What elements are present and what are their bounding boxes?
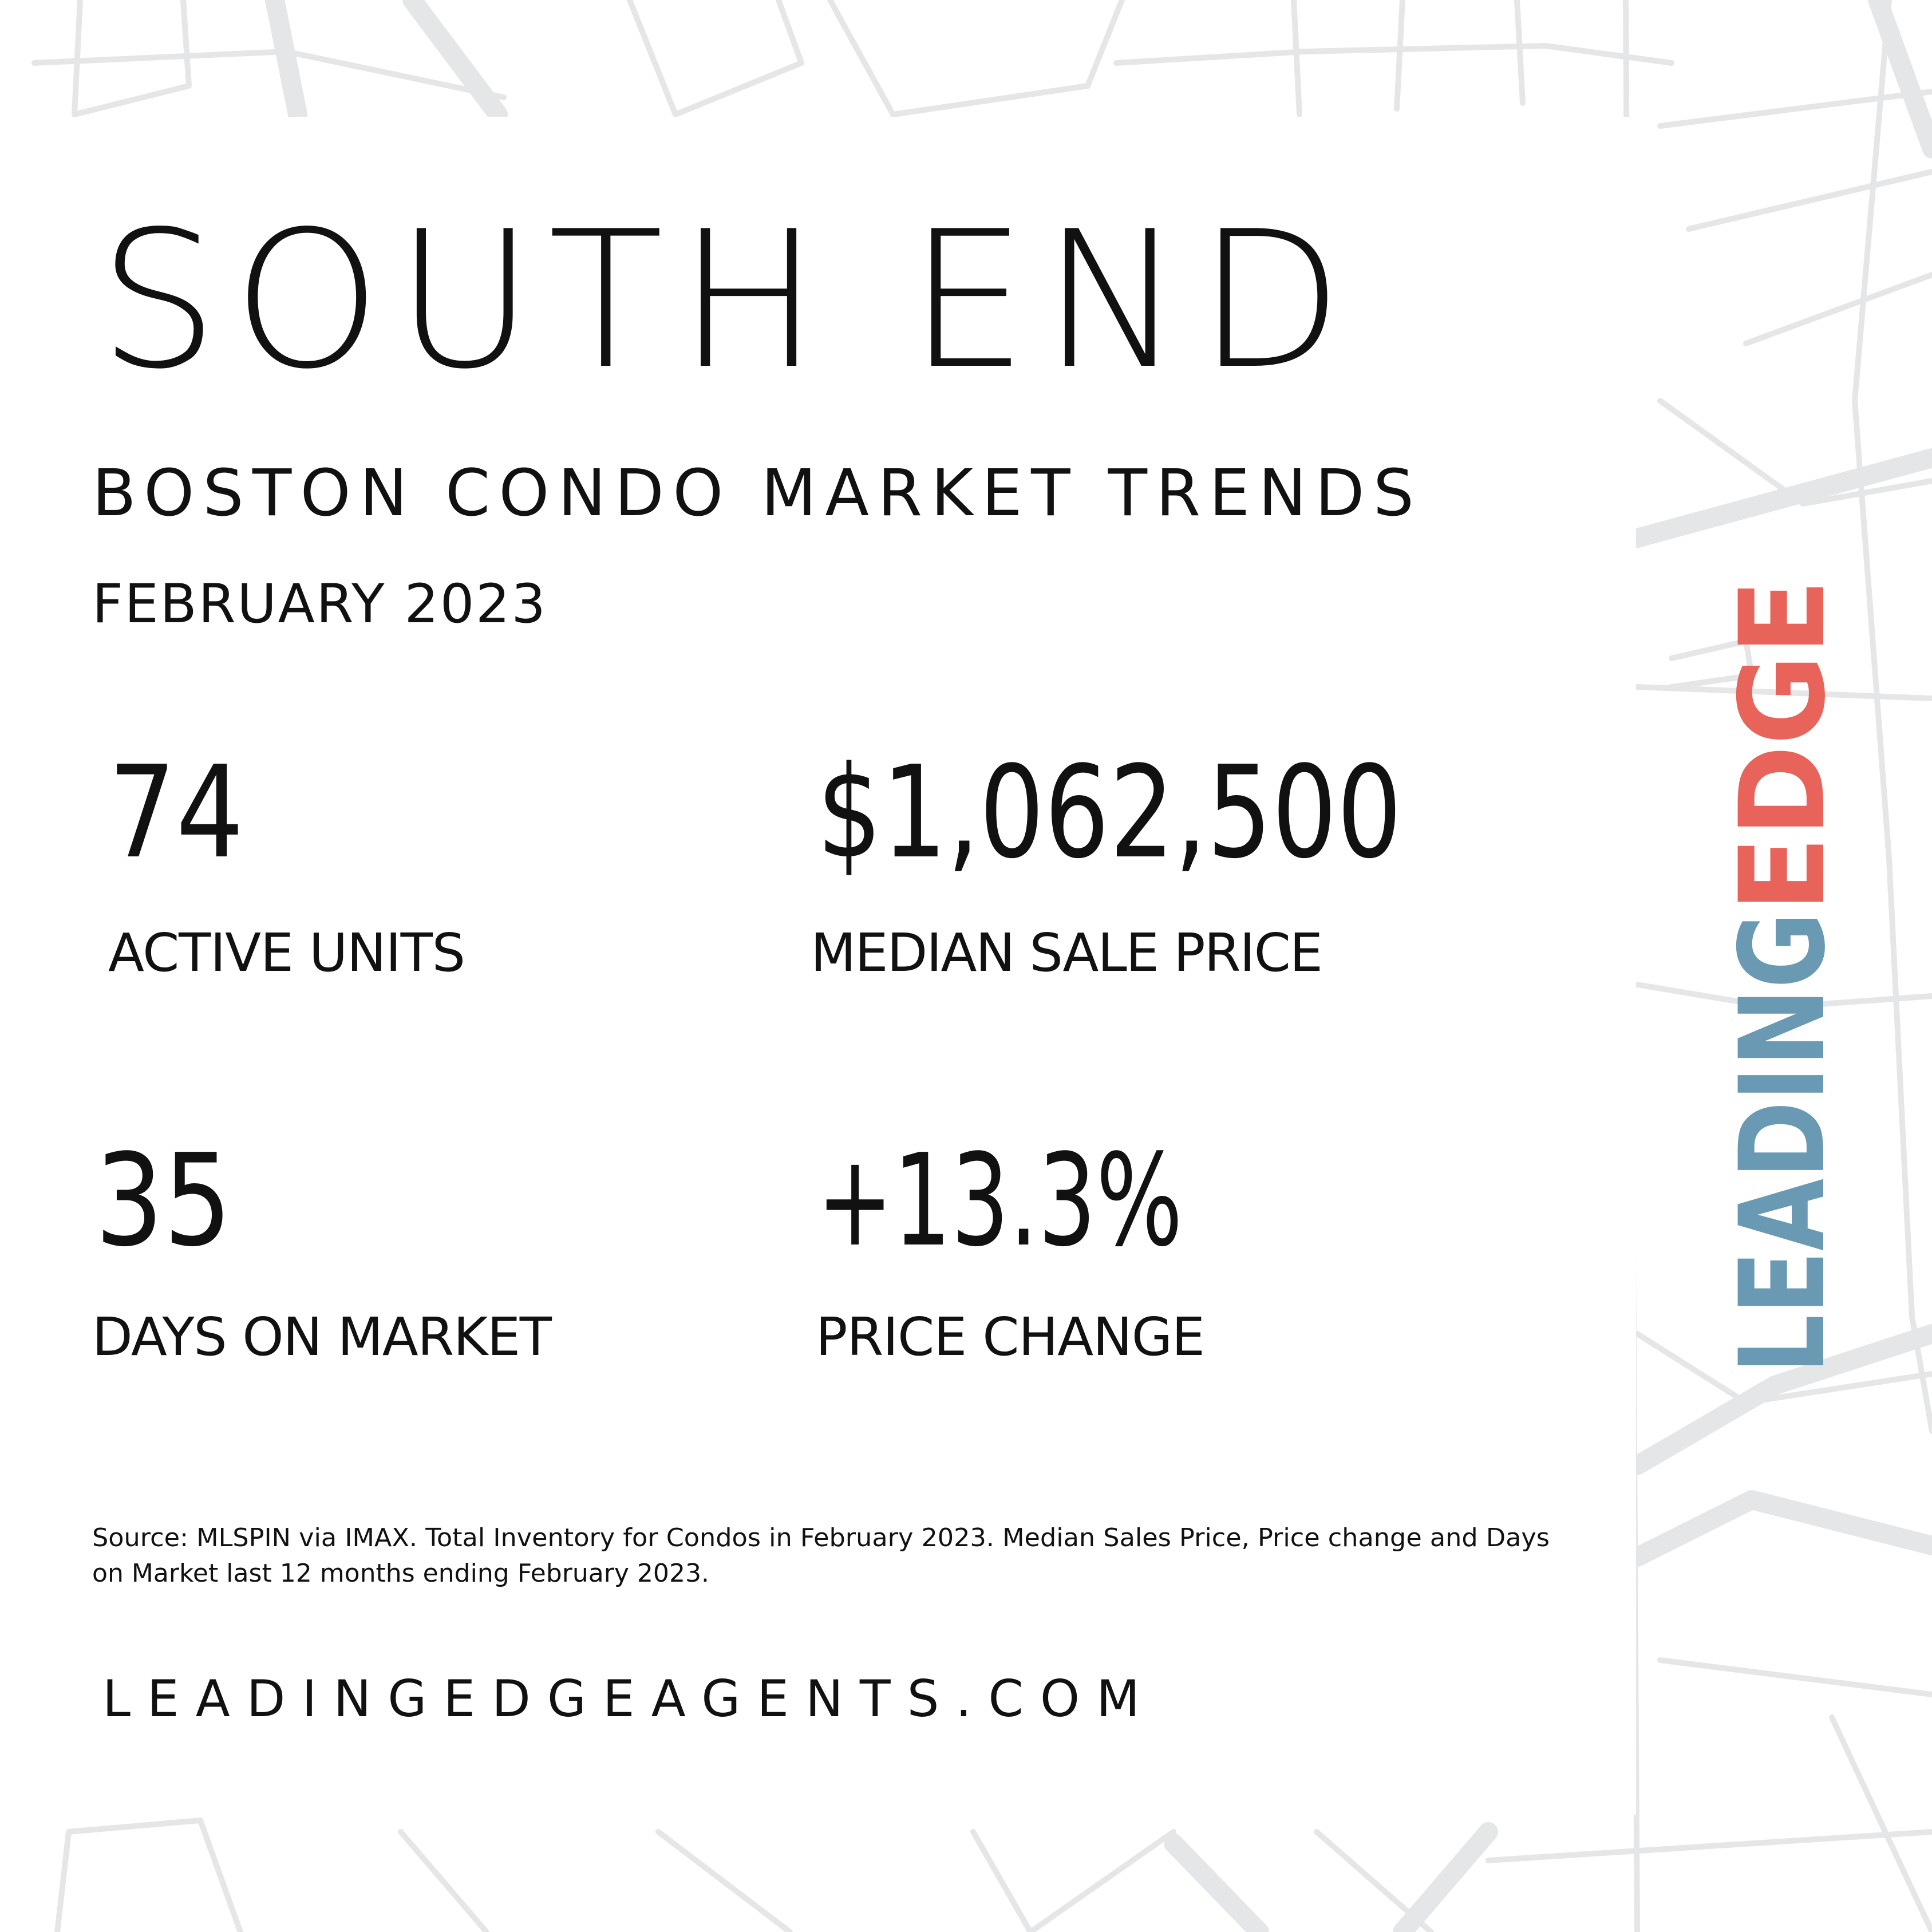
stat-label: PRICE CHANGE [816, 1306, 1205, 1368]
date: FEBRUARY 2023 [92, 573, 546, 635]
stat-value: +13.3% [817, 1127, 1183, 1275]
stat-label: ACTIVE UNITS [108, 922, 465, 983]
map-background [31, 0, 1932, 1932]
title: SOUTH END [98, 191, 1343, 410]
source-line: on Market last 12 months ending February… [92, 1559, 709, 1588]
logo: LEADING EDGE [1715, 579, 1851, 1374]
stat-value: $1,062,500 [817, 739, 1402, 887]
source-line: Source: MLSPIN via IMAX. Total Inventory… [92, 1523, 1550, 1552]
logo-first: LEADING [1715, 912, 1851, 1374]
logo-second: EDGE [1715, 579, 1851, 912]
stat-label: DAYS ON MARKET [92, 1306, 552, 1368]
stat-value: 74 [108, 739, 244, 887]
stat-value: 35 [95, 1127, 232, 1275]
website: LEADINGEDGEAGENTS.COM [102, 1669, 1140, 1728]
card [77, 117, 1636, 1815]
stat-label: MEDIAN SALE PRICE [811, 922, 1323, 983]
